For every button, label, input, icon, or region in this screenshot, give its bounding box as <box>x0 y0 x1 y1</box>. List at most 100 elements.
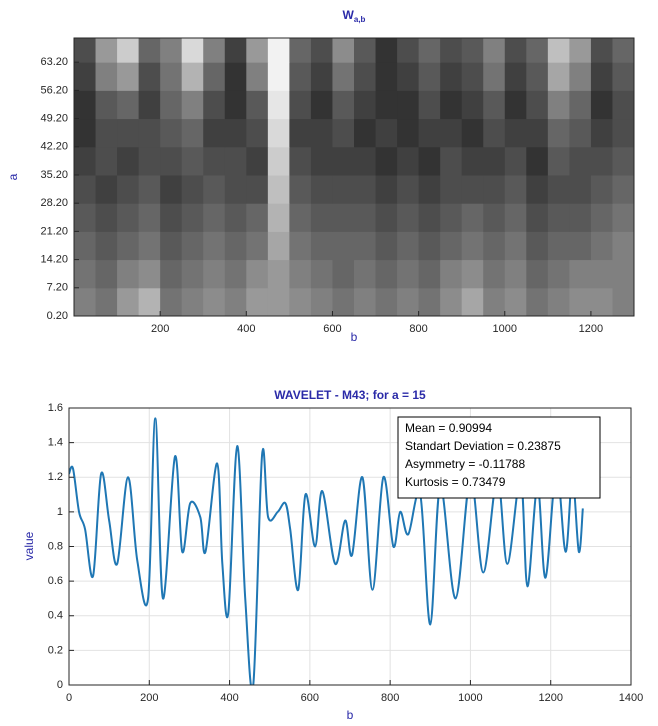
heatmap-cell <box>117 259 140 289</box>
heatmap-cell <box>74 231 97 261</box>
heatmap-cell <box>246 287 269 317</box>
heatmap-cell <box>246 231 269 261</box>
heatmap-cell <box>310 38 333 63</box>
heatmap-cell <box>95 203 118 232</box>
heatmap-cell <box>547 90 570 120</box>
y-tick-label: 49.20 <box>40 112 68 124</box>
heatmap-cell <box>246 259 269 289</box>
x-tick-label: 1000 <box>458 692 482 704</box>
heatmap-cell <box>547 259 570 289</box>
heatmap-cell <box>590 146 613 176</box>
heatmap-cell <box>526 90 549 120</box>
heatmap-cell <box>246 38 269 63</box>
heatmap-cell <box>117 174 140 204</box>
heatmap-cell <box>440 62 463 91</box>
heatmap-cell <box>375 146 398 176</box>
heatmap-cell <box>246 146 269 176</box>
heatmap-cell <box>483 38 506 63</box>
heatmap-cell <box>504 62 527 91</box>
heatmap-cell <box>375 203 398 232</box>
heatmap-cell <box>224 38 247 63</box>
heatmap-cell <box>569 231 592 261</box>
heatmap-cell <box>440 259 463 289</box>
heatmap-cell <box>547 203 570 232</box>
y-tick-label: 0.20 <box>47 310 68 322</box>
heatmap-cell <box>138 118 161 148</box>
annotation: Standart Deviation = 0.23875 <box>405 439 561 453</box>
y-tick-label: 1.4 <box>48 437 63 449</box>
heatmap-cell <box>354 146 377 176</box>
heatmap-cell <box>289 174 312 204</box>
y-axis-label: a <box>6 173 20 180</box>
heatmap-cell <box>483 203 506 232</box>
heatmap-cell <box>267 174 290 204</box>
title-main: W <box>343 8 355 22</box>
heatmap-cell <box>310 203 333 232</box>
chart-title: Wa,b <box>343 8 366 24</box>
heatmap-cell <box>181 231 204 261</box>
x-tick-label: 600 <box>323 323 341 335</box>
heatmap-cell <box>461 90 484 120</box>
heatmap-cell <box>418 90 441 120</box>
heatmap-cell <box>310 62 333 91</box>
heatmap-cell <box>224 231 247 261</box>
heatmap-cell <box>224 203 247 232</box>
heatmap-cell <box>95 146 118 176</box>
heatmap-cell <box>461 62 484 91</box>
heatmap-cell <box>590 118 613 148</box>
heatmap-cell <box>612 118 635 148</box>
heatmap-cell <box>526 38 549 63</box>
heatmap-cell <box>612 287 635 317</box>
heatmap-cell <box>440 38 463 63</box>
heatmap-cell <box>526 62 549 91</box>
heatmap-cell <box>375 231 398 261</box>
heatmap-cell <box>289 90 312 120</box>
heatmap-cell <box>246 62 269 91</box>
heatmap-cell <box>74 118 97 148</box>
heatmap-cell <box>203 118 226 148</box>
heatmap-cell <box>612 259 635 289</box>
heatmap-cell <box>95 287 118 317</box>
heatmap-cell <box>160 287 183 317</box>
heatmap-cell <box>332 38 355 63</box>
heatmap-cell <box>224 174 247 204</box>
heatmap-cell <box>117 62 140 91</box>
heatmap-cell <box>224 118 247 148</box>
heatmap-cell <box>138 146 161 176</box>
heatmap-cell <box>310 287 333 317</box>
heatmap-cell <box>397 38 420 63</box>
heatmap-cell <box>526 231 549 261</box>
heatmap-cell <box>504 259 527 289</box>
heatmap-cell <box>418 62 441 91</box>
heatmap-cell <box>224 62 247 91</box>
title-subscript: a,b <box>354 15 366 24</box>
heatmap-cell <box>397 146 420 176</box>
heatmap-cell <box>504 203 527 232</box>
heatmap-cell <box>224 146 247 176</box>
heatmap-cell <box>267 287 290 317</box>
heatmap-cell <box>310 174 333 204</box>
heatmap-cell <box>95 38 118 63</box>
heatmap-cell <box>418 118 441 148</box>
heatmap-cell <box>418 203 441 232</box>
heatmap-cell <box>74 174 97 204</box>
heatmap-cell <box>246 90 269 120</box>
heatmap-cell <box>375 118 398 148</box>
heatmap-cell <box>418 231 441 261</box>
heatmap-cell <box>569 146 592 176</box>
heatmap-cell <box>74 62 97 91</box>
heatmap-cell <box>267 231 290 261</box>
heatmap-cell <box>612 146 635 176</box>
heatmap-cell <box>418 287 441 317</box>
heatmap-cell <box>117 90 140 120</box>
heatmap-cell <box>483 62 506 91</box>
heatmap-cell <box>590 90 613 120</box>
heatmap-cell <box>95 118 118 148</box>
heatmap-cell <box>224 287 247 317</box>
heatmap-cell <box>332 287 355 317</box>
heatmap-cell <box>504 287 527 317</box>
heatmap-cell <box>547 146 570 176</box>
heatmap-cell <box>267 259 290 289</box>
heatmap-cell <box>310 90 333 120</box>
heatmap-cell <box>375 174 398 204</box>
